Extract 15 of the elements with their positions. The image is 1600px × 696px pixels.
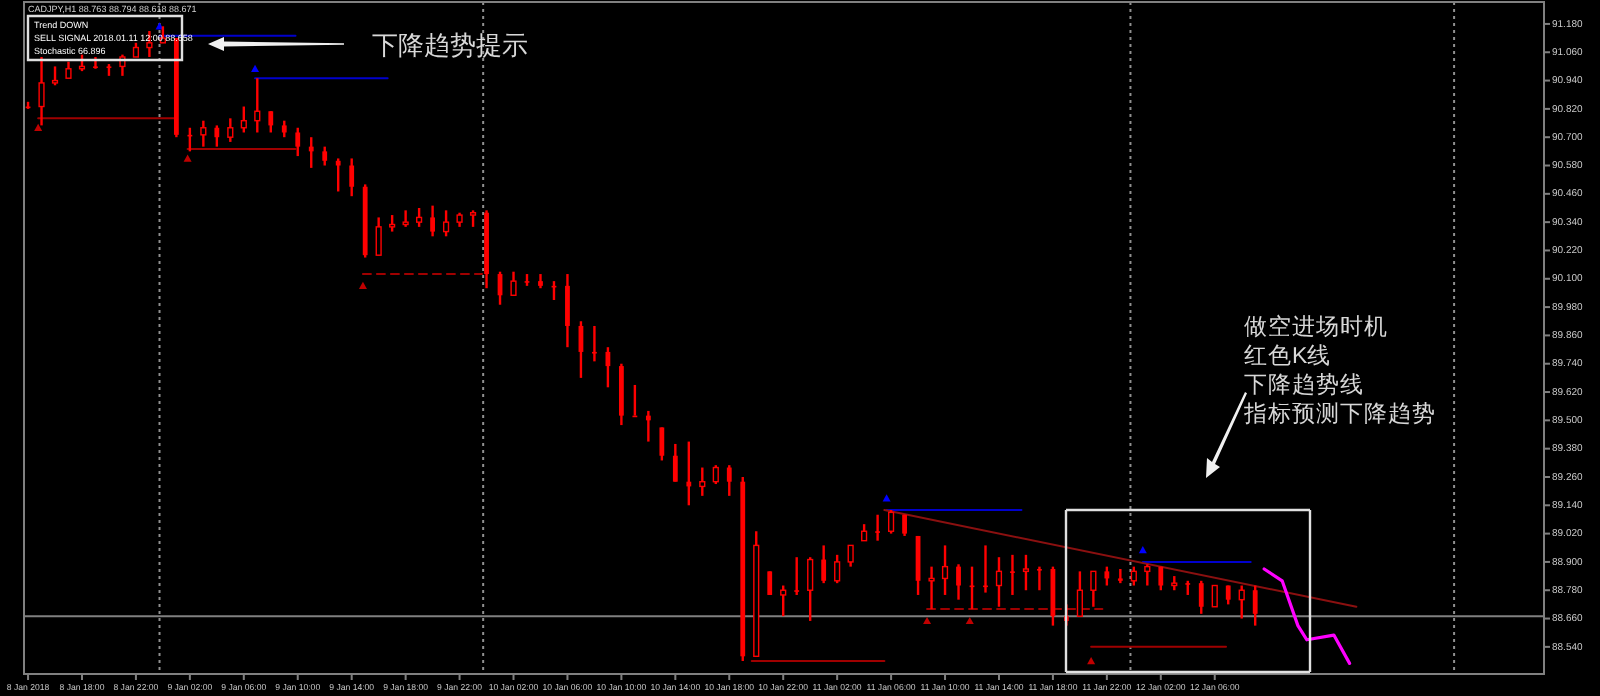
point	[1087, 657, 1096, 665]
point	[251, 64, 260, 72]
annotation: 下降趋势线	[1244, 372, 1364, 398]
annotation: 指标预测下降趋势	[1242, 401, 1436, 427]
annotation: 红色K线	[1244, 343, 1332, 369]
point	[882, 494, 891, 502]
line-series	[1262, 567, 1352, 665]
annotation: 下降趋势提示	[372, 30, 528, 60]
point	[923, 616, 932, 625]
point	[358, 281, 367, 290]
point	[183, 154, 192, 162]
point	[965, 616, 974, 625]
point	[34, 123, 43, 131]
annotation: 做空进场时机	[1244, 312, 1388, 340]
point	[1138, 546, 1147, 554]
